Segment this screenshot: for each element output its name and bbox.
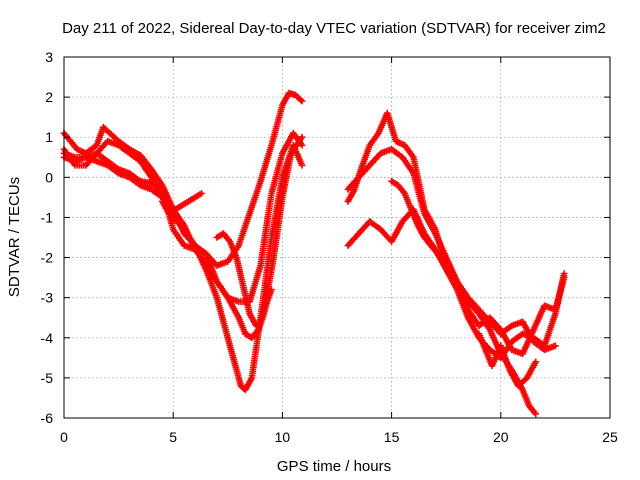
data-point-track-a (297, 96, 305, 104)
data-point-track-a (298, 97, 306, 105)
y-tick-label: 1 (45, 129, 53, 145)
data-point-track-j (560, 274, 568, 281)
y-tick-label: -2 (41, 250, 54, 266)
plot-frame (63, 56, 611, 419)
y-tick-label: -4 (41, 330, 54, 346)
data-point-track-c (298, 162, 306, 169)
y-tick-label: -1 (41, 209, 54, 225)
y-tick-label: 0 (45, 169, 53, 185)
data-point-track-l (532, 358, 540, 366)
y-tick-label: -6 (41, 410, 54, 426)
x-tick-label: 0 (60, 429, 68, 445)
x-tick-label: 5 (169, 429, 177, 445)
y-tick-label: -5 (41, 370, 54, 386)
x-axis-label: GPS time / hours (277, 458, 391, 475)
y-axis-label: SDTVAR / TECUs (6, 177, 23, 297)
y-tick-label: -3 (41, 290, 54, 306)
x-tick-label: 10 (275, 429, 291, 445)
x-tick-label: 25 (602, 429, 618, 445)
data-point-track-d (298, 133, 306, 141)
data-point-track-b (298, 141, 306, 149)
data-points (60, 89, 568, 418)
y-tick-label: 3 (45, 49, 53, 65)
data-point-track-k (552, 342, 559, 350)
x-tick-label: 15 (384, 429, 400, 445)
data-point-track-e (198, 190, 205, 197)
y-tick-label: 2 (45, 89, 53, 105)
data-point-track-g (268, 286, 275, 293)
chart-title: Day 211 of 2022, Sidereal Day-to-day VTE… (62, 20, 606, 37)
grid (64, 57, 610, 418)
data-point-track-h (532, 410, 540, 418)
axis-ticks: 0 5 10 15 20 25 -6 -5 -4 -3 -2 -1 0 1 2 3 (41, 49, 618, 445)
x-tick-label: 20 (493, 429, 509, 445)
